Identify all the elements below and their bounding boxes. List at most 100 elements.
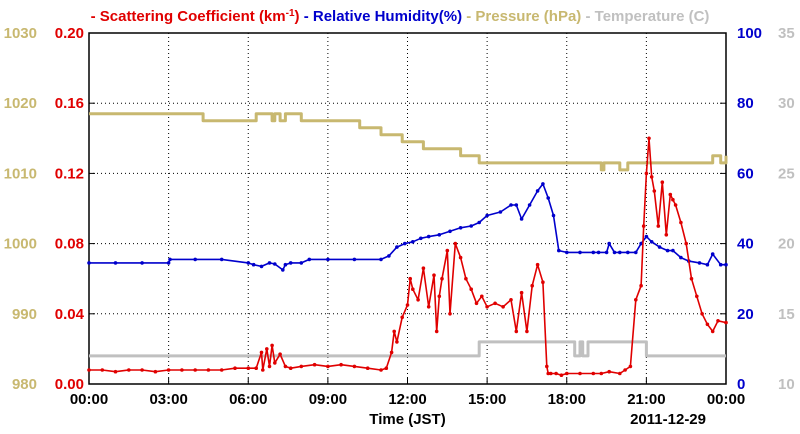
legend-entry: Temperature (C) bbox=[595, 8, 710, 25]
data-point bbox=[554, 371, 558, 376]
data-point bbox=[421, 266, 426, 271]
data-point bbox=[671, 248, 675, 253]
data-point bbox=[246, 366, 251, 371]
data-point bbox=[607, 241, 611, 246]
scattering-tick-label: 0.16 bbox=[55, 95, 84, 112]
data-point bbox=[395, 340, 399, 344]
data-point bbox=[458, 255, 463, 260]
scattering-tick-label: 0.00 bbox=[55, 376, 84, 393]
data-point bbox=[514, 203, 519, 207]
data-point bbox=[559, 373, 564, 378]
data-point bbox=[339, 362, 343, 367]
data-point bbox=[437, 233, 442, 237]
data-point bbox=[501, 305, 505, 309]
x-tick-label: 18:00 bbox=[548, 391, 586, 408]
data-point bbox=[700, 312, 704, 316]
data-point bbox=[365, 366, 370, 371]
data-point bbox=[395, 245, 399, 249]
temperature-tick-label: 15 bbox=[778, 306, 795, 323]
data-point bbox=[448, 312, 452, 316]
series-line bbox=[89, 340, 726, 358]
x-tick-label: 00:00 bbox=[707, 391, 745, 408]
legend-entry: Relative Humidity(%) bbox=[313, 8, 462, 25]
data-point bbox=[352, 257, 357, 262]
series-scattering-coefficient bbox=[87, 136, 728, 378]
data-point bbox=[565, 250, 569, 255]
data-point bbox=[440, 276, 444, 281]
legend-line: - Scattering Coefficient (km-1) - Relati… bbox=[91, 8, 710, 26]
pressure-tick-label: 1030 bbox=[4, 25, 37, 42]
data-point bbox=[668, 192, 673, 197]
temperature-tick-label: 10 bbox=[778, 376, 795, 393]
data-point bbox=[535, 262, 540, 267]
data-point bbox=[649, 175, 654, 179]
data-point bbox=[270, 343, 274, 348]
data-point bbox=[458, 226, 463, 230]
data-point bbox=[426, 234, 431, 239]
legend-entry: Pressure (hPa) bbox=[475, 8, 581, 25]
pressure-tick-label: 980 bbox=[12, 376, 37, 393]
data-point bbox=[283, 262, 288, 267]
data-point bbox=[166, 368, 171, 372]
data-point bbox=[379, 257, 383, 262]
x-tick-label: 03:00 bbox=[149, 391, 187, 408]
data-point bbox=[724, 320, 728, 325]
data-point bbox=[549, 371, 553, 376]
data-point bbox=[206, 368, 211, 372]
humidity-tick-label: 40 bbox=[737, 236, 754, 253]
data-point bbox=[509, 203, 513, 207]
data-point bbox=[514, 329, 519, 334]
data-point bbox=[557, 248, 561, 253]
data-point bbox=[387, 254, 391, 258]
data-point bbox=[326, 364, 330, 369]
temperature-tick-label: 20 bbox=[778, 236, 795, 253]
scattering-tick-label: 0.04 bbox=[55, 306, 85, 323]
data-point bbox=[546, 196, 550, 200]
temperature-tick-label: 25 bbox=[778, 165, 795, 182]
data-point bbox=[493, 301, 497, 306]
data-point bbox=[541, 182, 545, 186]
data-point bbox=[477, 220, 482, 225]
data-point bbox=[565, 371, 569, 376]
data-point bbox=[448, 229, 452, 234]
data-point bbox=[541, 280, 545, 285]
data-point bbox=[724, 262, 728, 267]
legend-dash: - bbox=[300, 8, 313, 25]
data-point bbox=[527, 203, 532, 207]
scattering-tick-label: 0.12 bbox=[55, 165, 84, 182]
data-point bbox=[437, 294, 442, 299]
data-point bbox=[384, 366, 389, 371]
humidity-tick-label: 100 bbox=[737, 25, 762, 42]
data-point bbox=[684, 241, 688, 246]
data-point bbox=[644, 171, 649, 176]
data-point bbox=[246, 261, 251, 265]
data-point bbox=[288, 261, 293, 265]
data-point bbox=[596, 250, 601, 255]
data-point bbox=[639, 283, 643, 288]
data-point bbox=[267, 364, 272, 369]
data-point bbox=[519, 290, 524, 295]
data-point bbox=[591, 371, 596, 376]
data-point bbox=[299, 364, 304, 369]
data-point bbox=[153, 369, 158, 374]
data-point bbox=[634, 298, 638, 302]
x-tick-label: 06:00 bbox=[229, 391, 267, 408]
data-point bbox=[392, 329, 397, 334]
data-point bbox=[664, 233, 669, 237]
data-point bbox=[469, 287, 474, 292]
data-point bbox=[408, 276, 413, 281]
data-point bbox=[87, 261, 91, 265]
data-point bbox=[453, 241, 458, 246]
temperature-tick-label: 30 bbox=[778, 95, 795, 112]
humidity-tick-label: 20 bbox=[737, 306, 754, 323]
data-point bbox=[618, 250, 622, 255]
data-point bbox=[671, 197, 675, 202]
data-point bbox=[273, 361, 277, 365]
data-point bbox=[578, 250, 582, 255]
data-point bbox=[113, 261, 118, 265]
data-point bbox=[168, 257, 172, 262]
series-temperature bbox=[89, 340, 726, 358]
data-point bbox=[498, 210, 503, 214]
data-point bbox=[288, 366, 293, 371]
